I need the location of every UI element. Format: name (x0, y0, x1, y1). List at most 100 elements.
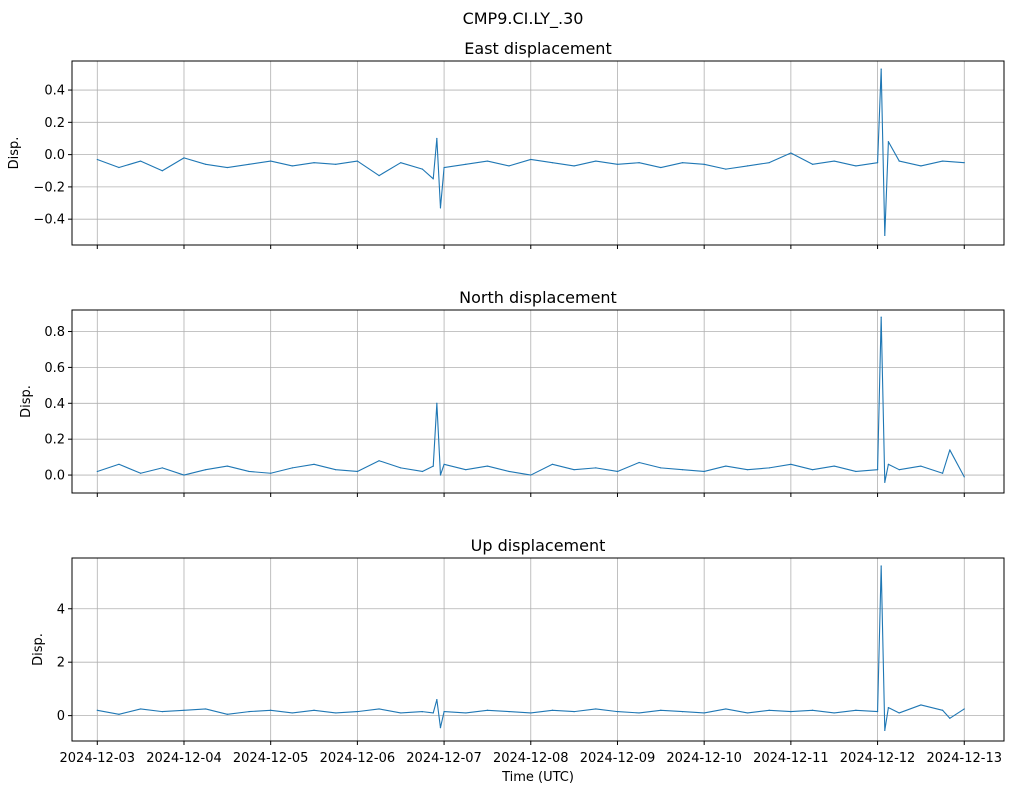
data-point (790, 152, 792, 154)
data-point (530, 712, 532, 714)
x-tick-label: 2024-12-12 (840, 751, 916, 766)
data-point (378, 708, 380, 710)
y-tick-label: 2 (57, 656, 65, 671)
data-point (291, 467, 293, 469)
x-tick-label: 2024-12-13 (926, 751, 1002, 766)
data-point (161, 711, 163, 713)
series-line (97, 316, 965, 483)
panel-title: North displacement (459, 288, 617, 307)
data-point (486, 465, 489, 467)
data-point (833, 160, 835, 162)
data-point (421, 711, 424, 713)
data-point (551, 162, 554, 164)
data-point (530, 158, 532, 161)
data-point (400, 712, 402, 714)
data-point (356, 711, 358, 713)
data-point (768, 162, 770, 164)
data-point (887, 141, 890, 143)
data-point (703, 712, 705, 714)
y-tick-label: 0.4 (44, 397, 65, 412)
x-tick-label: 2024-12-07 (406, 751, 482, 766)
data-point (226, 465, 228, 467)
y-tick-label: 0.6 (44, 361, 65, 376)
data-point (790, 463, 792, 465)
y-tick-label: −0.4 (33, 213, 65, 228)
data-point (941, 472, 944, 474)
y-axis-label: Disp. (7, 137, 22, 170)
data-point (573, 165, 575, 167)
data-point (941, 160, 944, 162)
data-point (876, 711, 879, 713)
data-point (378, 460, 380, 462)
data-point (465, 163, 467, 165)
data-point (638, 461, 640, 464)
data-point (335, 712, 337, 714)
data-point (963, 162, 965, 164)
data-point (530, 474, 532, 476)
data-point (183, 474, 185, 476)
data-point (660, 166, 662, 169)
y-tick-label: 0.8 (44, 325, 65, 340)
data-point (421, 470, 424, 473)
data-point (270, 709, 272, 711)
data-point (161, 467, 163, 469)
data-point (681, 469, 684, 471)
data-point (746, 469, 749, 471)
x-tick-label: 2024-12-03 (60, 751, 136, 766)
data-point (205, 163, 207, 165)
panel-1: −0.4 −0.2 0.0 0.2 0.4 East displacement Disp. (7, 39, 1005, 249)
data-point (898, 712, 900, 714)
data-point (660, 467, 662, 469)
data-point (432, 178, 434, 180)
data-point (508, 711, 510, 713)
data-point (595, 708, 597, 710)
data-point (291, 165, 293, 167)
figure-suptitle: CMP9.CI.LY_.30 (463, 9, 584, 29)
data-point (313, 463, 315, 465)
data-point (400, 467, 402, 469)
data-point (118, 713, 120, 715)
x-tick-label: 2024-12-09 (580, 751, 656, 766)
panel-3: 0 2 4 2024-12-03 2024-12-04 2024-12-05 2024-12… (31, 536, 1005, 785)
panel-2: 0.0 0.2 0.4 0.6 0.8 North displacement Disp. (19, 288, 1005, 497)
data-point (638, 162, 640, 164)
x-tick-label: 2024-12-06 (320, 751, 396, 766)
data-point (443, 463, 445, 465)
y-axis-label: Disp. (31, 633, 46, 666)
data-point (616, 711, 619, 713)
data-point (356, 470, 358, 473)
data-point (887, 707, 890, 709)
data-point (876, 469, 879, 471)
data-point (746, 712, 749, 714)
data-point (335, 469, 337, 471)
axes-frame (71, 60, 1005, 246)
x-tick-label: 2024-12-08 (493, 751, 569, 766)
data-point (400, 162, 402, 164)
data-point (96, 709, 98, 711)
axes-frame (71, 309, 1005, 494)
data-point (140, 160, 142, 162)
y-tick-label: 0.4 (44, 84, 65, 99)
data-point (790, 711, 792, 713)
data-point (920, 465, 922, 467)
data-point (335, 163, 337, 165)
y-tick-label: −0.2 (33, 180, 65, 195)
data-point (118, 463, 120, 465)
data-point (887, 463, 890, 465)
data-point (439, 474, 442, 476)
data-point (725, 168, 727, 170)
data-point (313, 709, 315, 711)
data-point (291, 712, 293, 714)
panel-title: Up displacement (471, 536, 606, 555)
data-point (270, 160, 272, 162)
data-point (949, 449, 951, 451)
data-point (725, 708, 727, 710)
data-point (725, 465, 727, 467)
data-point (898, 160, 900, 162)
x-tick-label: 2024-12-11 (753, 751, 829, 766)
data-point (436, 137, 438, 140)
data-point (573, 711, 575, 713)
data-point (573, 469, 575, 471)
data-point (439, 727, 442, 729)
